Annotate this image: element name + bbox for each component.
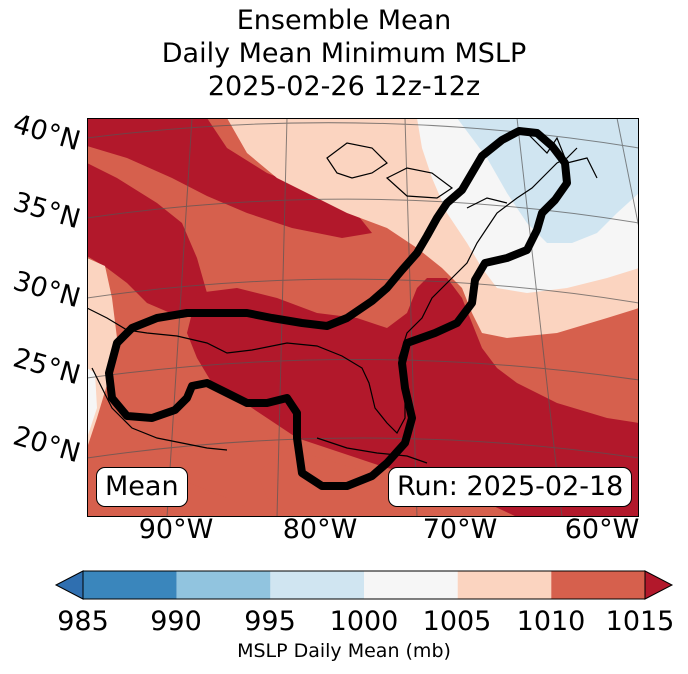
cbar-tick-995: 995 [244,606,296,637]
lon-label-60w: 60°W [564,514,640,545]
colorbar-extend-high [644,570,674,600]
colorbar-bin-990 [176,571,271,599]
cbar-tick-1005: 1005 [422,606,492,637]
run-box: Run: 2025-02-18 [388,467,633,507]
colorbar-bin-1005 [457,571,552,599]
colorbar-bin-985 [83,571,177,599]
colorbar [54,570,674,600]
pressure-field-995-northeast [457,118,639,243]
colorbar-bin-995 [270,571,364,599]
colorbar-frame [82,570,646,600]
title-line-2: Daily Mean Minimum MSLP [161,38,527,69]
lat-label-25: 25°N [9,342,84,392]
lon-label-70w: 70°W [422,514,498,545]
colorbar-bin-1000 [364,571,458,599]
title-line-1: Ensemble Mean [236,5,452,36]
title-line-3: 2025-02-26 12z-12z [207,71,481,102]
map-panel [87,118,639,517]
lat-label-35: 35°N [9,186,84,236]
colorbar-bin-1010 [551,571,645,599]
colorbar-label: MSLP Daily Mean (mb) [237,640,451,662]
graticule [87,118,639,517]
cbar-tick-1010: 1010 [516,606,586,637]
pressure-field-1015-southwest [87,163,212,318]
mean-box: Mean [96,467,188,507]
lat-label-20: 20°N [9,420,84,470]
pressure-field-1000-west [87,368,97,438]
lat-label-30: 30°N [9,265,84,315]
lon-label-90w: 90°W [138,514,214,545]
low-pressure-contour [105,127,571,490]
lon-label-80w: 80°W [282,514,358,545]
lat-label-40: 40°N [9,108,84,158]
colorbar-extend-low [54,570,84,600]
cbar-tick-990: 990 [150,606,202,637]
cbar-tick-985: 985 [57,606,109,637]
map-frame [87,118,639,517]
cbar-tick-1000: 1000 [329,606,399,637]
pressure-field-1015-northwest [87,118,372,238]
cbar-tick-1015: 1015 [605,606,675,637]
